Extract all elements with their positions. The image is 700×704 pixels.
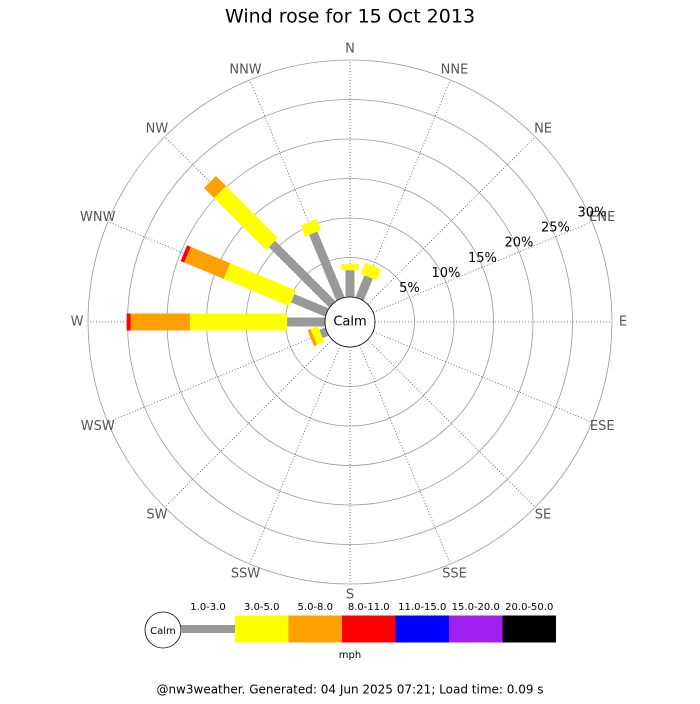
ring-label: 15% bbox=[468, 251, 497, 266]
direction-label: W bbox=[71, 315, 84, 330]
legend-swatch bbox=[288, 615, 342, 643]
bar-segment bbox=[319, 327, 329, 339]
direction-label: E bbox=[619, 315, 627, 330]
spoke bbox=[367, 136, 536, 305]
direction-label: NW bbox=[146, 121, 169, 136]
footer: @nw3weather. Generated: 04 Jun 2025 07:2… bbox=[156, 683, 543, 697]
bar-segment bbox=[307, 329, 318, 347]
bar-segment bbox=[360, 262, 382, 281]
legend-swatch bbox=[342, 615, 396, 643]
legend-label: 8.0-11.0 bbox=[348, 602, 390, 613]
ring-label: 30% bbox=[577, 205, 606, 220]
ring-label: 25% bbox=[541, 221, 570, 236]
bar-segment bbox=[287, 317, 325, 327]
direction-label: ENE bbox=[589, 210, 615, 225]
spoke bbox=[249, 344, 341, 565]
bar-segment bbox=[126, 313, 131, 331]
direction-label: SW bbox=[146, 508, 167, 523]
direction-label: N bbox=[345, 42, 355, 57]
direction-label: NE bbox=[534, 121, 552, 136]
bar-segment bbox=[309, 231, 345, 301]
bar-segment bbox=[345, 270, 355, 297]
legend-label: 20.0-50.0 bbox=[505, 602, 553, 613]
bar-segment bbox=[341, 263, 359, 271]
bar-segment bbox=[310, 326, 325, 345]
spoke bbox=[372, 331, 593, 423]
ring-label: 5% bbox=[399, 281, 420, 296]
bar-segment bbox=[300, 219, 322, 237]
direction-label: NNE bbox=[441, 62, 469, 77]
spoke bbox=[359, 79, 451, 300]
spoke bbox=[107, 331, 328, 423]
calm-label: Calm bbox=[333, 315, 366, 330]
legend-swatch bbox=[181, 625, 235, 633]
bar-segment bbox=[290, 294, 329, 317]
bar-segment bbox=[189, 313, 288, 331]
ring-label: 20% bbox=[504, 236, 533, 251]
grid-ring bbox=[87, 59, 613, 585]
calm-circle bbox=[324, 296, 376, 348]
direction-label: ESE bbox=[590, 419, 615, 434]
spoke bbox=[359, 344, 451, 565]
spoke bbox=[367, 339, 536, 508]
unit-label: mph bbox=[339, 650, 361, 661]
legend-calm-label: Calm bbox=[150, 626, 176, 637]
bar-segment bbox=[223, 263, 296, 307]
chart-title: Wind rose for 15 Oct 2013 bbox=[225, 6, 475, 28]
ring-label: 10% bbox=[431, 266, 460, 281]
bar-segment bbox=[130, 313, 190, 331]
legend-label: 3.0-5.0 bbox=[244, 602, 279, 613]
legend-label: 1.0-3.0 bbox=[190, 602, 225, 613]
bar-segment bbox=[184, 246, 231, 279]
direction-label: S bbox=[346, 588, 354, 603]
bar-segment bbox=[355, 275, 373, 301]
direction-label: SE bbox=[535, 508, 551, 523]
bar-segment bbox=[214, 186, 279, 251]
direction-label: NNW bbox=[229, 62, 261, 77]
legend-label: 11.0-15.0 bbox=[398, 602, 446, 613]
legend-swatch bbox=[235, 615, 289, 643]
direction-label: WNW bbox=[80, 210, 116, 225]
direction-label: SSW bbox=[231, 567, 261, 582]
direction-label: SSE bbox=[442, 567, 467, 582]
legend-swatch bbox=[395, 615, 449, 643]
bar-segment bbox=[268, 240, 336, 308]
direction-label: WSW bbox=[81, 419, 115, 434]
spoke bbox=[372, 221, 593, 313]
legend-swatch bbox=[502, 615, 556, 643]
bar-segment bbox=[180, 245, 191, 263]
legend-label: 5.0-8.0 bbox=[298, 602, 333, 613]
legend-swatch bbox=[449, 615, 503, 643]
legend-label: 15.0-20.0 bbox=[452, 602, 500, 613]
spoke bbox=[164, 339, 333, 508]
bar-segment bbox=[203, 175, 227, 199]
